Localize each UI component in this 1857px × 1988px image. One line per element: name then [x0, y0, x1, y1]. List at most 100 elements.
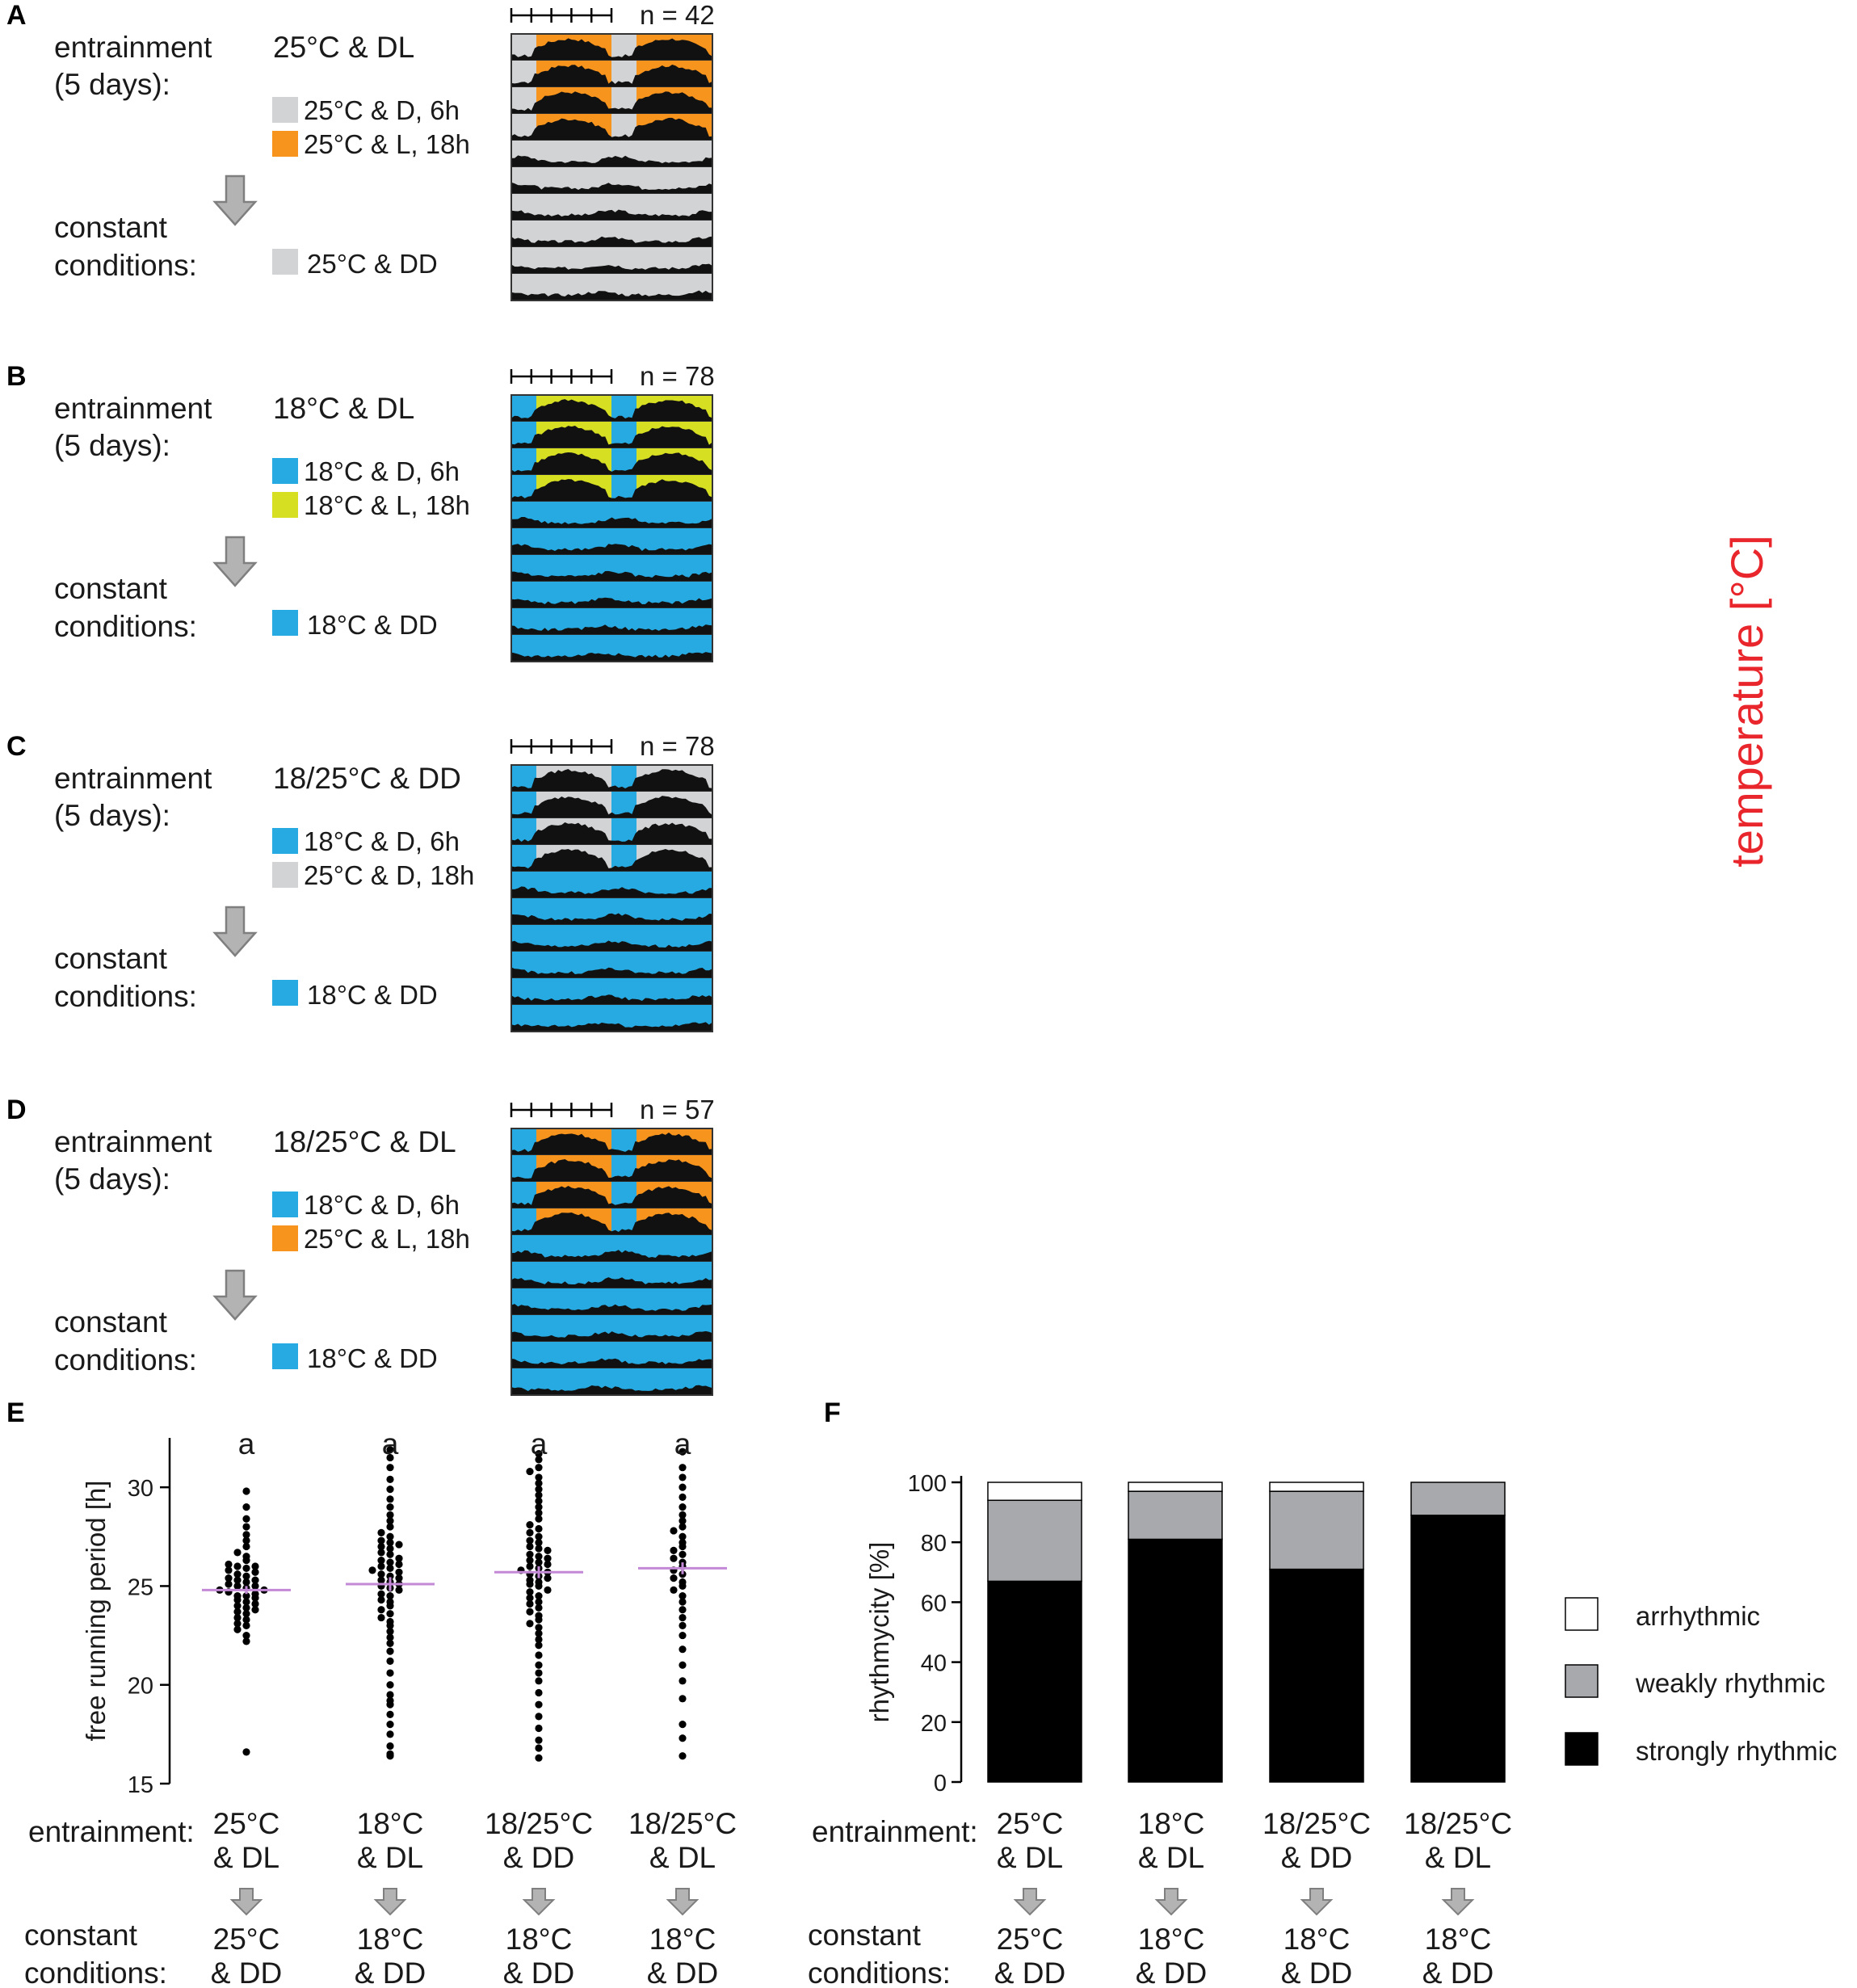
down-arrow-icon — [1441, 1888, 1475, 1916]
data-point — [544, 1560, 552, 1569]
data-point — [526, 1608, 534, 1616]
actogram — [510, 739, 713, 1032]
data-point — [395, 1560, 403, 1569]
data-point — [368, 1566, 376, 1574]
data-point — [233, 1570, 242, 1578]
actogram-activity-profile — [511, 1385, 712, 1395]
panel-f: F 0 20 40 60 80 100 rhythmycity [%] arrhythmic we… — [824, 1397, 1837, 1797]
data-point — [544, 1574, 552, 1582]
entrainment-label: entrainment — [54, 1125, 212, 1158]
data-point — [386, 1639, 394, 1647]
actogram-activity-profile — [511, 544, 712, 555]
data-point — [386, 1453, 394, 1462]
down-arrow-icon — [666, 1888, 700, 1916]
data-point — [233, 1608, 242, 1616]
y-axis-label: free running period [h] — [81, 1481, 111, 1742]
data-point — [535, 1485, 543, 1494]
actogram-n: n = 42 — [640, 0, 715, 30]
constant-condition: 25°C & DD — [307, 249, 438, 279]
data-point — [386, 1532, 394, 1540]
data-point — [233, 1602, 242, 1610]
legend-swatch — [272, 1225, 298, 1251]
actogram-activity-profile — [511, 1022, 712, 1032]
data-point — [535, 1503, 543, 1511]
data-point — [386, 1691, 394, 1699]
data-point — [544, 1554, 552, 1562]
data-point — [679, 1523, 687, 1531]
data-point — [535, 1713, 543, 1721]
group-constant-line1: 18°C — [1425, 1923, 1492, 1956]
actogram-activity-profile — [511, 117, 712, 141]
data-point — [386, 1550, 394, 1558]
bar-segment — [1410, 1482, 1506, 1516]
data-point — [386, 1628, 394, 1636]
data-point — [526, 1576, 534, 1584]
bar-segment — [1269, 1482, 1364, 1492]
data-point — [386, 1545, 394, 1553]
data-point — [386, 1750, 394, 1758]
down-arrow-icon — [1013, 1888, 1047, 1916]
panel-letter: F — [824, 1397, 841, 1428]
legend-label: strongly rhythmic — [1636, 1736, 1837, 1766]
data-point — [233, 1576, 242, 1584]
down-arrow-icon — [373, 1888, 407, 1916]
actogram-activity-profile — [511, 426, 712, 448]
data-point — [225, 1566, 233, 1574]
data-point — [679, 1695, 687, 1703]
data-point — [670, 1546, 678, 1555]
data-point — [242, 1598, 250, 1606]
legend-swatch-label: 18°C & D, 6h — [304, 1190, 460, 1220]
entrainment-label: entrainment — [54, 392, 212, 425]
data-point — [535, 1661, 543, 1669]
y-tick-label: 80 — [921, 1531, 947, 1557]
legend-swatch — [272, 458, 298, 484]
data-point — [377, 1562, 385, 1570]
actogram-activity-profile — [511, 886, 712, 898]
scatter-group — [638, 1448, 727, 1760]
actogram-activity-profile — [511, 624, 712, 635]
temperature-axis-title: temperature [°C] — [1721, 535, 1772, 867]
data-point — [535, 1724, 543, 1733]
data-point — [242, 1603, 250, 1612]
constant-label: constant — [54, 942, 168, 975]
data-point — [242, 1553, 250, 1561]
bar-segment — [1128, 1538, 1223, 1783]
data-point — [225, 1580, 233, 1588]
actogram-activity-profile — [511, 1186, 712, 1208]
bar-segment — [1269, 1568, 1364, 1783]
data-point — [386, 1742, 394, 1751]
data-point — [526, 1536, 534, 1545]
down-arrow-icon — [212, 536, 258, 587]
data-point — [535, 1497, 543, 1505]
data-point — [386, 1721, 394, 1729]
data-point — [679, 1503, 687, 1511]
data-point — [679, 1613, 687, 1622]
group-entrainment-line2: & DL — [357, 1841, 423, 1874]
actogram-activity-profile — [511, 1159, 712, 1182]
bar-segment — [1410, 1515, 1506, 1783]
actogram-activity-profile — [511, 994, 712, 1005]
data-point — [395, 1586, 403, 1594]
data-point — [251, 1599, 259, 1608]
group-constant-line1: 18°C — [506, 1923, 573, 1956]
entrainment-days-label: (5 days): — [54, 429, 170, 462]
significance-letter: a — [238, 1427, 255, 1461]
y-axis-label: rhythmycity [%] — [864, 1542, 894, 1723]
data-point — [386, 1598, 394, 1606]
data-point — [386, 1633, 394, 1641]
group-entrainment-line2: & DL — [997, 1841, 1063, 1874]
data-point — [535, 1736, 543, 1744]
group-constant-line1: 25°C — [997, 1923, 1064, 1956]
actogram-n: n = 78 — [640, 361, 715, 391]
group-constant-line1: 18°C — [649, 1923, 716, 1956]
actogram-activity-profile — [511, 65, 712, 87]
significance-letter: a — [674, 1427, 691, 1461]
data-point — [679, 1677, 687, 1685]
data-point — [526, 1467, 534, 1476]
data-point — [386, 1564, 394, 1573]
data-point — [535, 1677, 543, 1685]
group-constant-line2: & DD — [994, 1956, 1065, 1988]
entrainment-condition: 18°C & DL — [273, 392, 414, 425]
significance-letter: a — [531, 1427, 548, 1461]
data-point — [526, 1550, 534, 1558]
